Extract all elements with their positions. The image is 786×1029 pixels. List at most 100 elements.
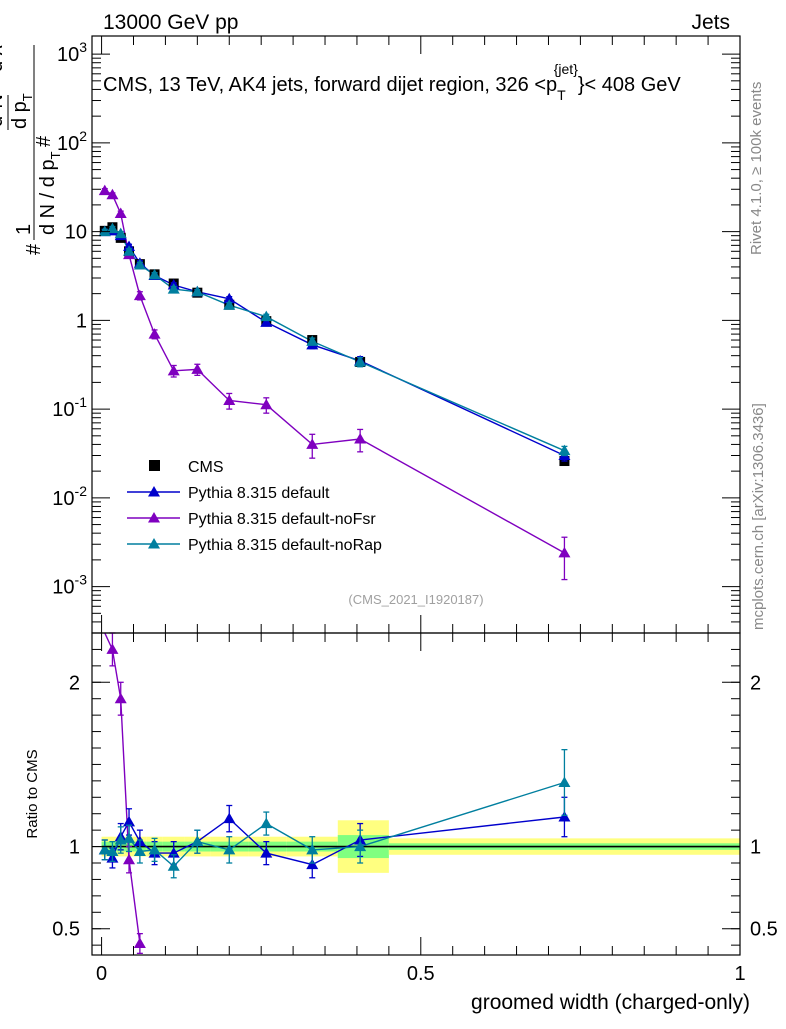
ratio-point-noRap xyxy=(123,832,136,843)
main-y-tick-label: 10-2 xyxy=(52,483,87,510)
ratio-point-noFsr xyxy=(133,937,146,948)
point-noFsr xyxy=(167,364,180,376)
ylabel-one: 1 xyxy=(13,224,35,235)
ratio-point-noRap xyxy=(167,860,180,871)
main-y-tick-base: 1 xyxy=(76,310,87,332)
point-noFsr xyxy=(98,184,111,196)
main-y-tick-exp: -2 xyxy=(75,483,88,499)
main-y-tick-exp: -1 xyxy=(75,394,88,410)
point-noRap xyxy=(223,299,236,310)
energy-label: 13000 GeV pp xyxy=(103,11,238,34)
ratio-point-noFsr xyxy=(123,853,136,865)
point-noRap xyxy=(558,444,571,456)
svg-text:#: # xyxy=(33,135,55,147)
main-y-tick-label: 103 xyxy=(57,39,87,66)
x-tick-label: 0.5 xyxy=(407,963,435,985)
ratio-point-noRap xyxy=(260,817,273,829)
title-sup: {jet} xyxy=(554,61,578,77)
series-line-default xyxy=(104,230,565,457)
main-y-tick-base: 10 xyxy=(52,577,74,599)
legend-label-cms: CMS xyxy=(188,459,224,476)
ratio-point-default xyxy=(558,811,571,822)
svg-text:1: 1 xyxy=(13,224,35,235)
legend: CMS Pythia 8.315 default Pythia 8.315 defa… xyxy=(127,459,382,554)
legend-label-noRap: Pythia 8.315 default-noRap xyxy=(188,537,382,554)
ratio-point-default xyxy=(223,812,236,824)
ratio-point-noRap xyxy=(133,845,146,856)
ylabel-d2n: d xyxy=(0,116,7,127)
point-noRap xyxy=(260,310,273,322)
point-noRap xyxy=(306,335,319,346)
main-y-tick-label: 10-1 xyxy=(52,394,87,421)
ratio-point-noRap xyxy=(191,835,204,847)
jets-label: Jets xyxy=(691,11,730,34)
ratio-point-default xyxy=(123,815,136,827)
ylabel-d2n-end: N xyxy=(0,94,7,108)
svg-text:d λ: d λ xyxy=(0,45,7,72)
point-noFsr xyxy=(191,363,204,374)
svg-text:#: # xyxy=(23,243,45,255)
title-sub: T xyxy=(557,87,566,103)
main-y-axis-label: # 1 d N / d pT # d2N d pT d λ xyxy=(0,45,63,255)
point-noRap xyxy=(106,222,119,234)
ratio-point-noRap xyxy=(148,843,161,855)
point-noRap xyxy=(114,227,127,239)
ratio-y-tick-label-right: 2 xyxy=(750,672,761,694)
legend-marker-noRap xyxy=(148,538,160,549)
point-noRap xyxy=(167,283,180,294)
main-y-tick-base: 10 xyxy=(65,222,87,244)
ratio-point-noRap xyxy=(354,840,367,852)
ratio-point-noRap xyxy=(223,843,236,855)
main-y-tick-base: 10 xyxy=(57,44,79,66)
legend-label-default: Pythia 8.315 default xyxy=(188,485,330,502)
point-noRap xyxy=(148,268,161,280)
point-noRap xyxy=(354,355,367,367)
ratio-y-tick-label: 1 xyxy=(69,837,80,859)
ylabel-hash2: # xyxy=(33,135,55,147)
ratio-y-tick-label-right: 1 xyxy=(750,837,761,859)
ylabel-dp: d p xyxy=(9,101,31,129)
ratio-y-tick-label: 0.5 xyxy=(52,919,80,941)
point-noFsr xyxy=(354,433,367,444)
point-noFsr xyxy=(223,394,236,406)
legend-label-noFsr: Pythia 8.315 default-noFsr xyxy=(188,511,376,528)
svg-text:d N / d pT: d N / d pT xyxy=(37,151,63,235)
plot-title: CMS, 13 TeV, AK4 jets, forward dijet reg… xyxy=(103,61,681,103)
rivet-label: Rivet 4.1.0, ≥ 100k events xyxy=(748,82,765,255)
ylabel-dp-sub: T xyxy=(20,93,35,101)
ratio-point-noRap xyxy=(106,845,119,856)
title-end: }< 408 GeV xyxy=(578,74,682,96)
legend-marker-cms xyxy=(149,460,160,471)
ratio-y-tick-label: 2 xyxy=(69,672,80,694)
ratio-point-noFsr xyxy=(114,692,127,704)
x-tick-label: 1 xyxy=(734,963,745,985)
x-tick-label: 0 xyxy=(96,963,107,985)
ylabel-dl: d λ xyxy=(0,45,7,72)
point-noFsr xyxy=(148,328,161,339)
point-noRap xyxy=(191,285,204,297)
title-main: CMS, 13 TeV, AK4 jets, forward dijet reg… xyxy=(103,74,557,96)
analysis-id: (CMS_2021_I1920187) xyxy=(348,592,483,607)
main-y-tick-label: 102 xyxy=(57,128,87,155)
ratio-y-axis-label: Ratio to CMS xyxy=(24,749,41,838)
ylabel-dn: d N / d p xyxy=(37,159,59,235)
point-noFsr xyxy=(260,398,273,410)
main-y-tick-exp: 3 xyxy=(79,39,87,55)
main-y-tick-base: 10 xyxy=(57,133,79,155)
ratio-point-noRap xyxy=(558,776,571,787)
ylabel-hash: # xyxy=(23,243,45,255)
mcplots-label: mcplots.cern.ch [arXiv:1306.3436] xyxy=(750,403,767,630)
ratio-point-noFsr xyxy=(106,643,119,654)
ratio-point-noRap xyxy=(98,843,111,855)
point-noRap xyxy=(98,225,111,237)
ratio-line-noFsr xyxy=(104,632,141,944)
main-y-tick-base: 10 xyxy=(52,399,74,421)
point-noFsr xyxy=(133,289,146,301)
main-y-tick-exp: 2 xyxy=(79,128,87,144)
point-noFsr xyxy=(306,438,319,449)
ratio-point-default xyxy=(306,858,319,870)
main-y-tick-label: 1 xyxy=(76,310,87,332)
point-noFsr xyxy=(114,207,127,218)
point-default xyxy=(223,292,236,304)
